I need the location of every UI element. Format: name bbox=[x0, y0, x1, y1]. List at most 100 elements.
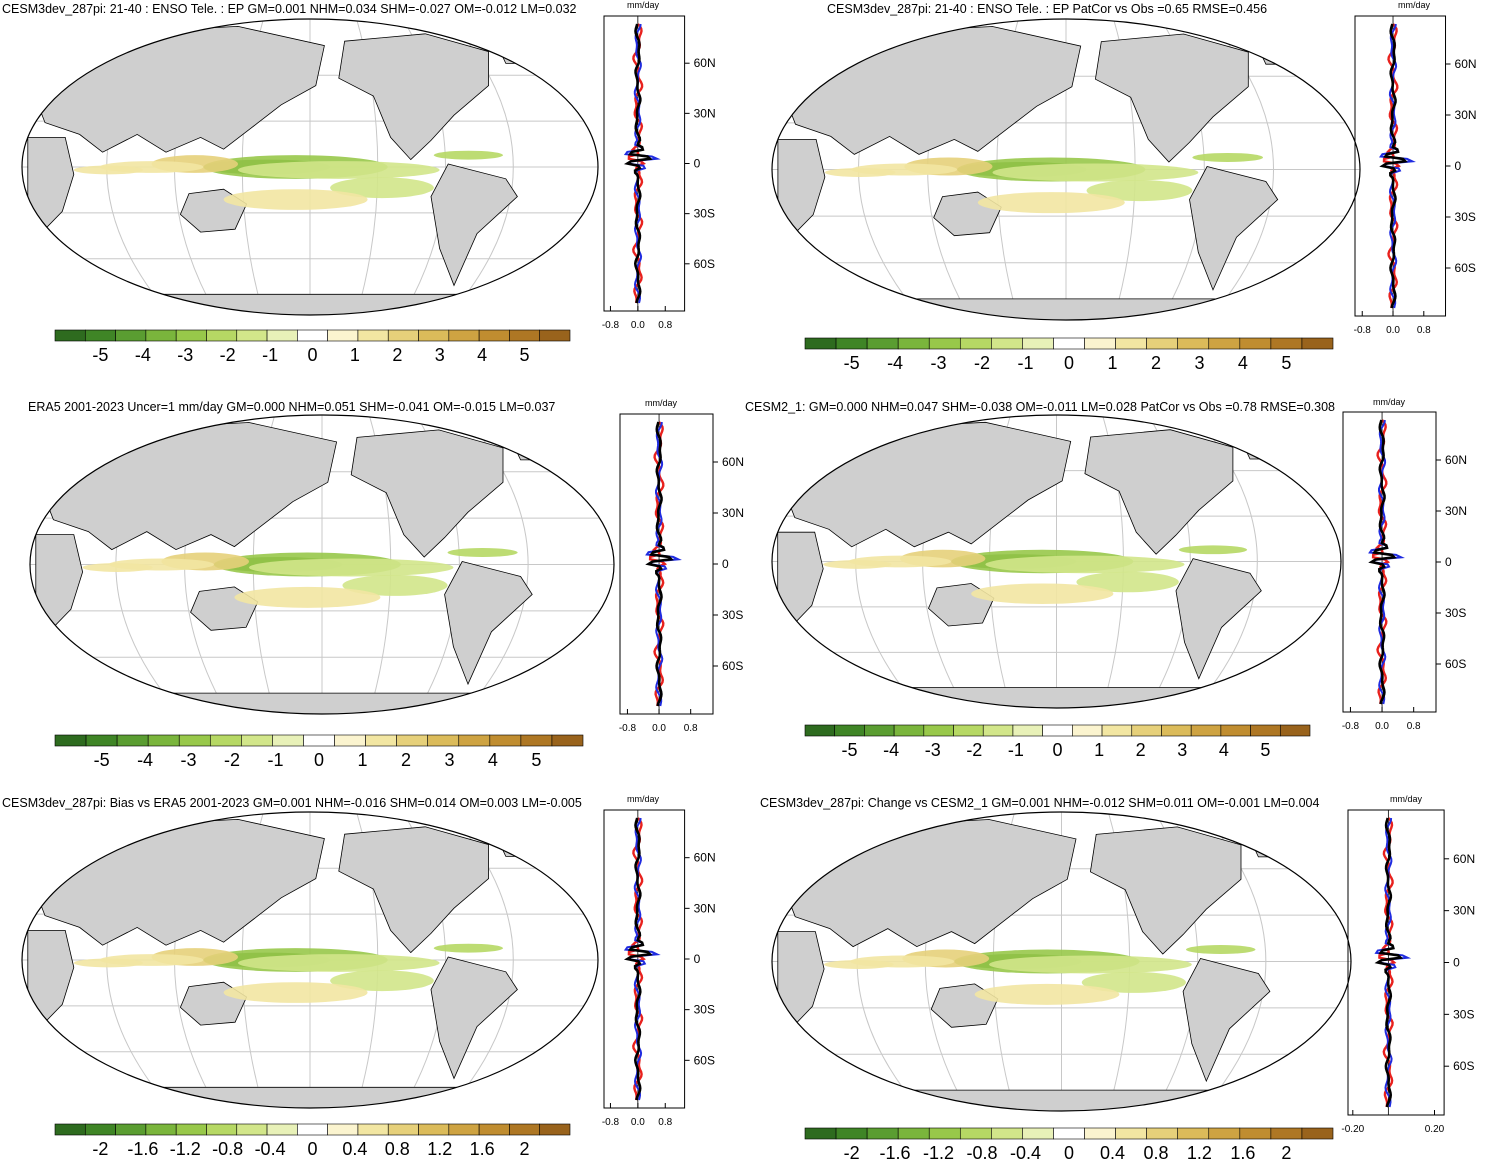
colorbar-swatch bbox=[835, 337, 868, 350]
zonal-units-2: mm/day bbox=[1398, 0, 1431, 10]
colorbar-label: 1 bbox=[1107, 353, 1117, 373]
colorbar-label: 0 bbox=[314, 750, 324, 770]
colorbar-label: 0 bbox=[1064, 1143, 1074, 1162]
anomaly-patch bbox=[824, 960, 894, 969]
map-frame bbox=[21, 811, 599, 1109]
colorbar-swatch bbox=[1190, 724, 1222, 737]
colorbar-swatch bbox=[266, 329, 298, 342]
lat-tick-label: 60S bbox=[694, 257, 715, 271]
anomaly-patch bbox=[330, 177, 434, 199]
colorbar-swatch bbox=[1131, 724, 1162, 737]
colorbar-6: -2 -1.6 -1.2 -0.8 -0.4 0 0.4 0.8 1.2 1.6 2 bbox=[804, 1127, 1334, 1162]
colorbar-label: -4 bbox=[887, 353, 903, 373]
colorbar-1: -5 -4 -3 -2 -1 0 1 2 3 4 5 bbox=[54, 329, 571, 365]
colorbar-swatch bbox=[928, 1127, 961, 1140]
landmass bbox=[22, 293, 598, 315]
colorbar-swatch bbox=[54, 1123, 86, 1136]
colorbar-swatch bbox=[539, 1123, 571, 1136]
colorbar-label: -2 bbox=[974, 353, 990, 373]
colorbar-swatch bbox=[54, 329, 86, 342]
colorbar-label: 4 bbox=[477, 345, 487, 365]
colorbar-label: -1.6 bbox=[127, 1139, 158, 1159]
lat-tick-label: 60S bbox=[1453, 1059, 1474, 1073]
lat-tick-label: 60N bbox=[1453, 852, 1475, 866]
colorbar-swatch bbox=[448, 329, 480, 342]
colorbar-swatch bbox=[1301, 1127, 1334, 1140]
colorbar-label: 1 bbox=[1094, 740, 1104, 760]
colorbar-swatch bbox=[1115, 1127, 1147, 1140]
landmass bbox=[1084, 429, 1234, 555]
colorbar-swatch bbox=[206, 1123, 238, 1136]
anomaly-patch bbox=[342, 574, 448, 596]
lat-tick-label: 30N bbox=[1445, 504, 1467, 518]
zonal-frame bbox=[1347, 809, 1445, 1116]
colorbar-label: -0.4 bbox=[255, 1139, 286, 1159]
lat-tick-label: 0 bbox=[1455, 159, 1462, 173]
colorbar-swatch bbox=[835, 1127, 868, 1140]
colorbar-label: -1 bbox=[262, 345, 278, 365]
colorbar-label: -1 bbox=[268, 750, 284, 770]
panel-title-2: CESM3dev_287pi: 21-40 : ENSO Tele. : EP … bbox=[827, 2, 1268, 16]
x-tick-label: -0.20 bbox=[1341, 1124, 1364, 1135]
anomaly-patch bbox=[1086, 180, 1193, 202]
panel-title-3: ERA5 2001-2023 Uncer=1 mm/day GM=0.000 N… bbox=[28, 400, 556, 414]
zonal-mean-plot-1: 60N 30N 0 30S 60S -0.8 0.0 0.8 bbox=[602, 15, 716, 331]
lat-tick-label: 30S bbox=[694, 1003, 715, 1017]
colorbar-swatch bbox=[509, 1123, 541, 1136]
colorbar-label: -2 bbox=[224, 750, 240, 770]
lat-tick-label: 60S bbox=[1445, 657, 1466, 671]
colorbar-swatch bbox=[334, 734, 366, 747]
colorbar-label: -3 bbox=[177, 345, 193, 365]
landmass bbox=[772, 687, 1341, 708]
colorbar-swatch bbox=[1072, 724, 1103, 737]
colorbar-swatch bbox=[236, 1123, 268, 1136]
colorbar-label: 3 bbox=[1177, 740, 1187, 760]
landmass bbox=[444, 561, 533, 686]
zonal-profile-line bbox=[1374, 817, 1404, 1108]
landmass bbox=[430, 956, 518, 1080]
colorbar-3: -5 -4 -3 -2 -1 0 1 2 3 4 5 bbox=[54, 734, 584, 770]
lat-tick-label: 30S bbox=[694, 207, 715, 221]
anomaly-patch bbox=[977, 192, 1125, 214]
zonal-profile-line bbox=[1368, 419, 1397, 705]
lat-tick-label: 30N bbox=[722, 506, 744, 520]
lat-tick-label: 0 bbox=[1453, 956, 1460, 970]
landmass bbox=[1094, 33, 1249, 163]
lat-tick-label: 30N bbox=[694, 106, 716, 120]
x-tick-label: -0.8 bbox=[1354, 325, 1372, 336]
x-tick-label: 0.0 bbox=[652, 723, 666, 734]
anomaly-patch bbox=[823, 560, 892, 569]
landmass bbox=[430, 163, 518, 287]
x-tick-label: -0.8 bbox=[602, 1117, 620, 1128]
colorbar-swatch bbox=[551, 734, 584, 747]
colorbar-swatch bbox=[327, 329, 359, 342]
colorbar-label: 1.6 bbox=[1230, 1143, 1255, 1162]
colorbar-swatch bbox=[297, 329, 328, 342]
colorbar-swatch bbox=[387, 1123, 419, 1136]
colorbar-swatch bbox=[478, 329, 510, 342]
panel-title-4: CESM2_1: GM=0.000 NHM=0.047 SHM=-0.038 O… bbox=[745, 400, 1336, 414]
anomaly-patch bbox=[73, 165, 143, 175]
colorbar-label: 0 bbox=[1052, 740, 1062, 760]
colorbar-label: -5 bbox=[842, 740, 858, 760]
colorbar-swatch bbox=[804, 724, 836, 737]
zonal-units-5: mm/day bbox=[627, 794, 660, 804]
colorbar-label: 0.8 bbox=[1143, 1143, 1168, 1162]
zonal-mean-plot-5: 60N 30N 0 30S 60S -0.8 0.0 0.8 bbox=[602, 809, 716, 1128]
anomaly-patch bbox=[433, 150, 503, 160]
zonal-mean-plot-4: 60N 30N 0 30S 60S -0.8 0.0 0.8 bbox=[1342, 411, 1467, 732]
colorbar-label: -5 bbox=[94, 750, 110, 770]
panel-title-5: CESM3dev_287pi: Bias vs ERA5 2001-2023 G… bbox=[2, 796, 582, 810]
colorbar-swatch bbox=[1270, 337, 1303, 350]
lat-tick-label: 60N bbox=[694, 56, 716, 70]
colorbar-swatch bbox=[982, 724, 1014, 737]
colorbar-swatch bbox=[509, 329, 541, 342]
anomaly-patch bbox=[237, 161, 440, 179]
colorbar-label: -3 bbox=[925, 740, 941, 760]
map-5 bbox=[21, 811, 599, 1109]
colorbar-swatch bbox=[396, 734, 429, 747]
colorbar-swatch bbox=[115, 329, 147, 342]
anomaly-patch bbox=[974, 983, 1120, 1005]
colorbar-swatch bbox=[365, 734, 397, 747]
colorbar-swatch bbox=[1250, 724, 1281, 737]
